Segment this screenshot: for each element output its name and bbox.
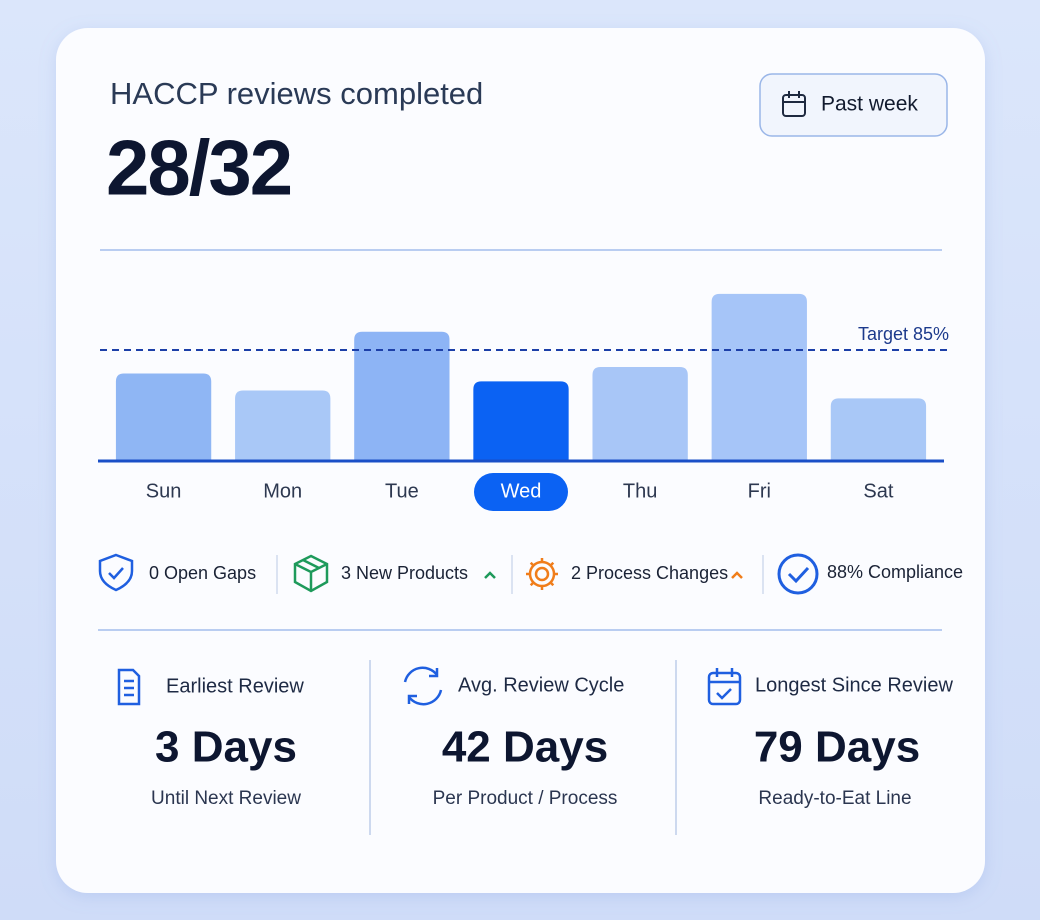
gear-icon xyxy=(526,558,558,590)
trend-caret xyxy=(484,571,496,579)
bar[interactable] xyxy=(711,293,807,461)
bar[interactable] xyxy=(115,373,212,461)
shield-check xyxy=(108,567,124,580)
bar[interactable] xyxy=(235,390,331,461)
x-tick-label[interactable]: Tue xyxy=(385,480,419,502)
title: HACCP reviews completed xyxy=(110,76,483,111)
stat-text: 88% Compliance xyxy=(827,562,963,582)
stat-text: 3 New Products xyxy=(341,563,468,583)
metric-value: 42 Days xyxy=(442,723,608,772)
period-button[interactable]: Past week xyxy=(759,73,948,137)
metric-sub: Per Product / Process xyxy=(433,788,618,809)
bar-chart: Sun Mon Tue Wed Thu Fri Sat Target 85% xyxy=(98,293,949,511)
metric-sub: Ready-to-Eat Line xyxy=(758,788,911,809)
calendar-check-icon xyxy=(707,668,742,706)
target-label: Target 85% xyxy=(858,324,949,344)
metric: Earliest Review 3 Days Until Next Review xyxy=(117,668,304,809)
check-circle-icon xyxy=(777,553,819,595)
x-tick-label[interactable]: Wed xyxy=(501,480,542,502)
bar[interactable] xyxy=(473,381,569,461)
x-tick-label[interactable]: Fri xyxy=(748,480,771,502)
trend-caret xyxy=(731,571,743,579)
calendar-icon xyxy=(782,91,806,117)
box-icon xyxy=(293,554,329,593)
metric-label: Avg. Review Cycle xyxy=(458,674,624,696)
metric-sub: Until Next Review xyxy=(151,788,301,809)
x-tick-label[interactable]: Thu xyxy=(623,480,657,502)
cycle-icon xyxy=(403,666,443,706)
x-tick-label[interactable]: Sun xyxy=(146,480,182,502)
metric-label: Earliest Review xyxy=(166,675,304,697)
selected-day-pill[interactable] xyxy=(474,473,568,511)
bar[interactable] xyxy=(830,398,927,461)
stat-text: 2 Process Changes xyxy=(571,563,728,583)
stats-row: 0 Open Gaps 3 New Products 2 Process Cha… xyxy=(98,553,963,595)
metric: Avg. Review Cycle 42 Days Per Product / … xyxy=(403,666,624,809)
metric-value: 3 Days xyxy=(155,723,297,772)
metric-value: 79 Days xyxy=(754,723,920,772)
x-tick-label[interactable]: Sat xyxy=(863,480,893,502)
shield-icon xyxy=(98,553,134,592)
x-tick-label[interactable]: Mon xyxy=(263,480,302,502)
document-icon xyxy=(117,668,141,706)
headline-value: 28/32 xyxy=(106,124,291,212)
button-label[interactable]: Past week xyxy=(821,93,918,116)
bar[interactable] xyxy=(592,366,688,461)
metric-label: Longest Since Review xyxy=(755,674,953,696)
button-frame[interactable] xyxy=(759,73,948,137)
stat-text: 0 Open Gaps xyxy=(149,563,256,583)
check-mark xyxy=(787,566,810,584)
metric: Longest Since Review 79 Days Ready-to-Ea… xyxy=(707,668,953,809)
bar[interactable] xyxy=(354,331,450,461)
